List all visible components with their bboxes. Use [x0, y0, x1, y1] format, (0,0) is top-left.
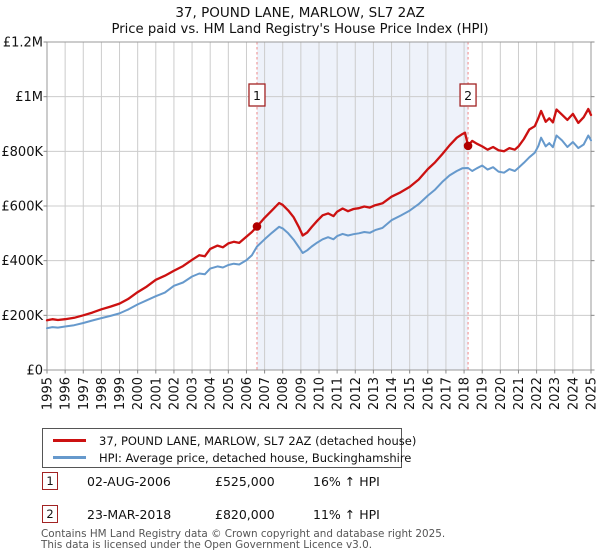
- svg-text:2015: 2015: [403, 377, 418, 410]
- svg-text:£600K: £600K: [1, 200, 43, 215]
- svg-text:2007: 2007: [258, 377, 273, 410]
- sale-2-number-badge: 2: [42, 505, 58, 523]
- svg-text:1996: 1996: [59, 377, 74, 410]
- property-line-swatch: [53, 439, 86, 442]
- svg-text:1998: 1998: [95, 377, 110, 410]
- sale-flag-number-2: 2: [464, 88, 472, 103]
- sale-dot-2: [463, 141, 473, 151]
- property-price-line: [45, 107, 593, 322]
- sale-dot-1: [252, 222, 262, 231]
- svg-text:2016: 2016: [421, 377, 436, 410]
- sale-flag-box-2: [459, 83, 477, 107]
- sale-flag-box-1: [248, 83, 266, 107]
- grid-lines: [46, 41, 592, 371]
- legend-item-hpi: HPI: Average price, detached house, Buck…: [43, 449, 411, 466]
- price-history-chart: 37, POUND LANE, MARLOW, SL7 2AZ Price pa…: [1, 5, 599, 411]
- price-series-lines: [45, 107, 593, 330]
- page-subtitle: Price paid vs. HM Land Registry's House …: [111, 22, 488, 37]
- svg-text:1997: 1997: [77, 377, 92, 410]
- svg-text:£0: £0: [26, 364, 43, 379]
- svg-text:2009: 2009: [294, 377, 309, 410]
- sale-2-price: £820,000: [215, 507, 275, 522]
- svg-text:2012: 2012: [349, 377, 364, 410]
- sale-row-1: 1 02-AUG-2006 £525,000 16% ↑ HPI: [42, 472, 582, 492]
- sale-1-date: 02-AUG-2006: [87, 474, 171, 489]
- hpi-line-swatch: [53, 456, 86, 459]
- svg-text:2006: 2006: [240, 377, 255, 410]
- svg-text:2022: 2022: [530, 377, 545, 410]
- sale-1-price: £525,000: [215, 474, 275, 489]
- chart-legend: 37, POUND LANE, MARLOW, SL7 2AZ (detache…: [42, 428, 416, 468]
- svg-text:2000: 2000: [131, 377, 146, 410]
- svg-text:2020: 2020: [494, 377, 509, 410]
- svg-text:2003: 2003: [186, 377, 201, 410]
- legend-item-property: 37, POUND LANE, MARLOW, SL7 2AZ (detache…: [43, 432, 416, 449]
- svg-text:£1.2M: £1.2M: [3, 36, 43, 51]
- svg-text:2002: 2002: [167, 377, 182, 410]
- legend-label-hpi: HPI: Average price, detached house, Buck…: [99, 450, 412, 465]
- svg-text:2011: 2011: [331, 377, 346, 410]
- page-title: 37, POUND LANE, MARLOW, SL7 2AZ: [175, 5, 424, 21]
- svg-text:2001: 2001: [149, 377, 164, 410]
- footer-line-1: Contains HM Land Registry data © Crown c…: [41, 528, 446, 540]
- svg-text:2024: 2024: [566, 377, 581, 410]
- svg-text:2019: 2019: [476, 377, 491, 410]
- svg-text:£400K: £400K: [1, 254, 43, 269]
- sale-2-date: 23-MAR-2018: [87, 507, 172, 522]
- sale-1-vs-hpi: 16% ↑ HPI: [313, 474, 380, 489]
- sale-2-vs-hpi: 11% ↑ HPI: [313, 507, 380, 522]
- footer-line-2: This data is licensed under the Open Gov…: [41, 539, 373, 551]
- svg-text:2014: 2014: [385, 377, 400, 410]
- svg-text:2005: 2005: [222, 377, 237, 410]
- footer-attribution: Contains HM Land Registry data © Crown c…: [41, 529, 445, 551]
- sale-row-2: 2 23-MAR-2018 £820,000 11% ↑ HPI: [42, 505, 582, 525]
- svg-text:£1M: £1M: [15, 90, 43, 105]
- svg-text:2018: 2018: [458, 377, 473, 410]
- svg-text:£200K: £200K: [1, 309, 43, 324]
- svg-text:2004: 2004: [204, 377, 219, 410]
- svg-text:2013: 2013: [367, 377, 382, 410]
- sale-flag-number-1: 1: [253, 88, 261, 103]
- svg-text:1999: 1999: [113, 377, 128, 410]
- svg-text:£800K: £800K: [1, 145, 43, 160]
- svg-text:2021: 2021: [512, 377, 527, 410]
- svg-text:2023: 2023: [548, 377, 563, 410]
- svg-text:1995: 1995: [41, 377, 56, 410]
- svg-text:2010: 2010: [313, 377, 328, 410]
- hpi-line: [46, 134, 592, 330]
- legend-label-property: 37, POUND LANE, MARLOW, SL7 2AZ (detache…: [99, 433, 417, 448]
- svg-text:2025: 2025: [585, 377, 600, 410]
- sale-point-dots: [252, 141, 473, 231]
- svg-text:2017: 2017: [439, 377, 454, 410]
- svg-text:2008: 2008: [276, 377, 291, 410]
- sale-1-number-badge: 1: [42, 472, 58, 490]
